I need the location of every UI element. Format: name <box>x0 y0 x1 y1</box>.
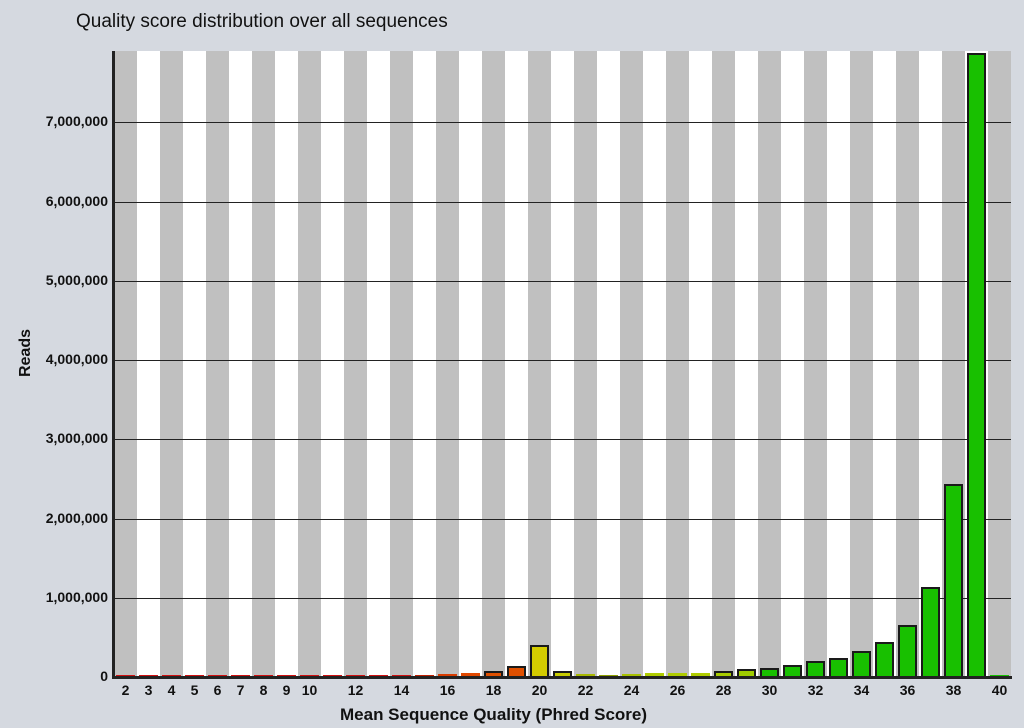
gridline <box>114 280 1011 282</box>
x-tick-label: 5 <box>190 682 199 698</box>
bar <box>691 673 710 677</box>
bar <box>783 665 802 677</box>
bar <box>622 674 641 677</box>
bar <box>737 669 756 677</box>
bar <box>714 671 733 677</box>
gridline <box>114 122 1011 124</box>
bar <box>898 624 917 677</box>
column-stripe <box>850 51 873 677</box>
column-stripe <box>482 51 505 677</box>
bar <box>553 671 572 677</box>
column-stripe <box>206 51 229 677</box>
bar <box>829 657 848 677</box>
x-tick-label: 20 <box>531 682 548 698</box>
x-tick-label: 9 <box>282 682 291 698</box>
x-axis-label: Mean Sequence Quality (Phred Score) <box>340 705 648 724</box>
x-tick-label: 32 <box>807 682 824 698</box>
x-tick-label: 18 <box>485 682 502 698</box>
x-axis-line <box>112 676 1012 679</box>
bar <box>967 53 986 677</box>
bar <box>645 673 664 677</box>
bar <box>461 673 480 677</box>
gridline <box>114 360 1011 362</box>
column-stripe <box>620 51 643 677</box>
bar <box>530 644 549 677</box>
x-tick-label: 14 <box>393 682 410 698</box>
x-tick-label: 36 <box>899 682 916 698</box>
column-stripe <box>574 51 597 677</box>
x-tick-label: 16 <box>439 682 456 698</box>
bar <box>760 667 779 677</box>
chart-title: Quality score distribution over all sequ… <box>76 11 448 32</box>
column-stripe <box>160 51 183 677</box>
column-stripe <box>436 51 459 677</box>
x-tick-label: 26 <box>669 682 686 698</box>
column-stripe <box>390 51 413 677</box>
x-tick-label: 22 <box>577 682 594 698</box>
x-tick-label: 4 <box>167 682 176 698</box>
column-stripe <box>804 51 827 677</box>
x-tick-label: 6 <box>213 682 222 698</box>
x-tick-label: 7 <box>236 682 245 698</box>
bar <box>576 674 595 677</box>
column-stripe <box>712 51 735 677</box>
column-stripe <box>666 51 689 677</box>
bar <box>806 661 825 677</box>
bar <box>507 665 526 677</box>
plot-area <box>114 51 1011 677</box>
x-tick-label: 10 <box>301 682 318 698</box>
y-tick-label: 7,000,000 <box>45 113 108 130</box>
column-stripe <box>298 51 321 677</box>
bar <box>484 671 503 677</box>
column-stripe <box>896 51 919 677</box>
column-stripe <box>252 51 275 677</box>
column-stripe <box>758 51 781 677</box>
x-tick-label: 3 <box>144 682 153 698</box>
bar <box>438 674 457 677</box>
gridline <box>114 597 1011 599</box>
column-stripe <box>344 51 367 677</box>
gridline <box>114 439 1011 441</box>
gridline <box>114 201 1011 203</box>
y-tick-label: 6,000,000 <box>45 192 108 209</box>
bar <box>875 642 894 677</box>
gridline <box>114 518 1011 520</box>
x-tick-label: 28 <box>715 682 732 698</box>
x-tick-label: 2 <box>121 682 130 698</box>
y-tick-label: 0 <box>100 668 108 684</box>
column-stripe <box>114 51 137 677</box>
x-tick-label: 8 <box>259 682 268 698</box>
y-tick-label: 5,000,000 <box>45 271 108 288</box>
bar <box>921 587 940 677</box>
bar <box>668 673 687 677</box>
column-stripe <box>988 51 1011 677</box>
x-tick-label: 30 <box>761 682 778 698</box>
y-axis-line <box>112 51 115 679</box>
x-tick-label: 34 <box>853 682 870 698</box>
x-tick-label: 38 <box>945 682 962 698</box>
column-stripe <box>528 51 551 677</box>
y-tick-label: 2,000,000 <box>45 509 108 526</box>
x-tick-label: 12 <box>347 682 364 698</box>
x-tick-label: 40 <box>991 682 1008 698</box>
bar <box>852 650 871 677</box>
bar <box>944 484 963 677</box>
y-tick-label: 4,000,000 <box>45 351 108 368</box>
y-tick-label: 3,000,000 <box>45 430 108 447</box>
y-tick-label: 1,000,000 <box>45 588 108 605</box>
x-tick-label: 24 <box>623 682 640 698</box>
